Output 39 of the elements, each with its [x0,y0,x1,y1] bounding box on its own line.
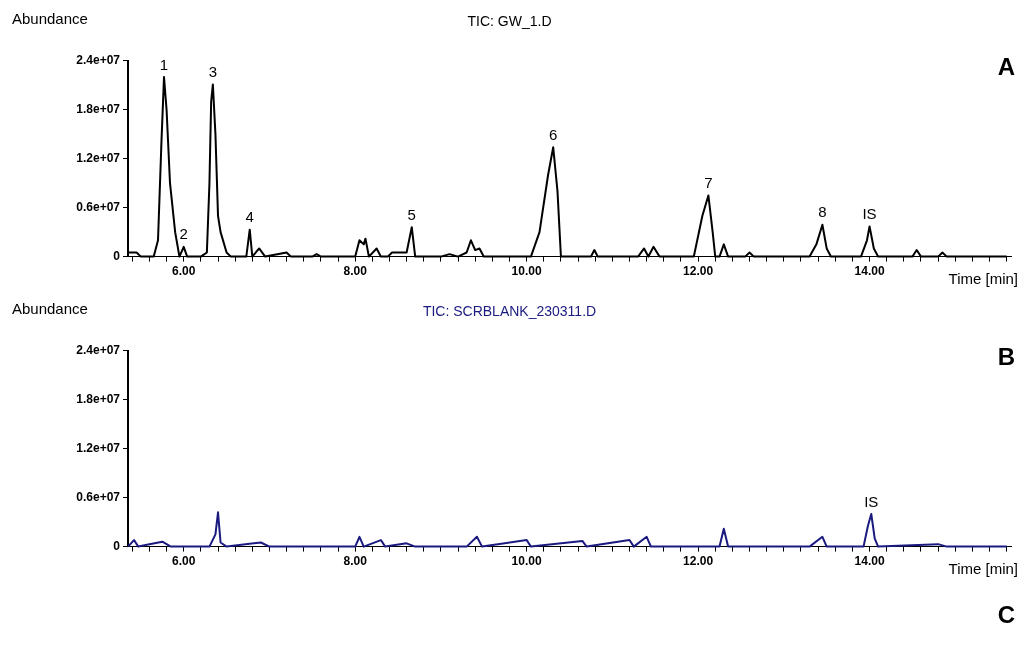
y-tick-label: 1.8e+07 [76,102,121,117]
y-tick-label: 0 [113,248,121,263]
y-tick-label: 1.2e+07 [76,151,121,166]
y-tick-label: 0.6e+07 [76,489,121,504]
annotation: 4 [245,208,254,226]
annotation: 1 [159,55,169,73]
annotation: A [997,52,1015,80]
y-tick-label: 0.6e+07 [76,199,121,214]
y-tick-label: 2.4e+07 [76,53,121,68]
x-tick-label: 14.00 [854,264,885,279]
y-tick-label: 1.8e+07 [76,392,121,407]
annotation: 3 [208,63,218,81]
x-tick-label: 10.00 [511,554,542,569]
y-axis-title: Abundance [12,299,88,317]
x-axis-title: Time [min] [948,560,1018,578]
x-tick-label: 8.00 [343,264,368,279]
x-tick-label: 6.00 [172,554,196,569]
annotation: B [997,342,1015,370]
annotation: 7 [704,174,713,192]
y-tick-label: 2.4e+07 [76,343,121,358]
x-tick-label: 6.00 [172,264,196,279]
y-tick-label: 1.2e+07 [76,441,121,456]
chart-title: TIC: GW_1.D [467,13,552,30]
x-tick-label: 8.00 [343,554,368,569]
x-tick-label: 10.00 [511,264,542,279]
annotation: 8 [818,203,827,221]
chart-title: TIC: SCRBLANK_230311.D [422,303,597,320]
x-tick-label: 14.00 [854,554,885,569]
x-axis-title: Time [min] [948,270,1018,288]
y-tick-label: 0 [113,538,121,553]
y-axis-title: Abundance [12,9,88,27]
annotation: 6 [549,125,558,143]
x-tick-label: 12.00 [683,554,714,569]
annotation: IS [864,492,879,510]
text: C [997,600,1015,628]
annotation: 5 [407,205,416,223]
annotation: IS [862,205,877,223]
annotation: 2 [179,225,188,243]
x-tick-label: 12.00 [683,264,714,279]
